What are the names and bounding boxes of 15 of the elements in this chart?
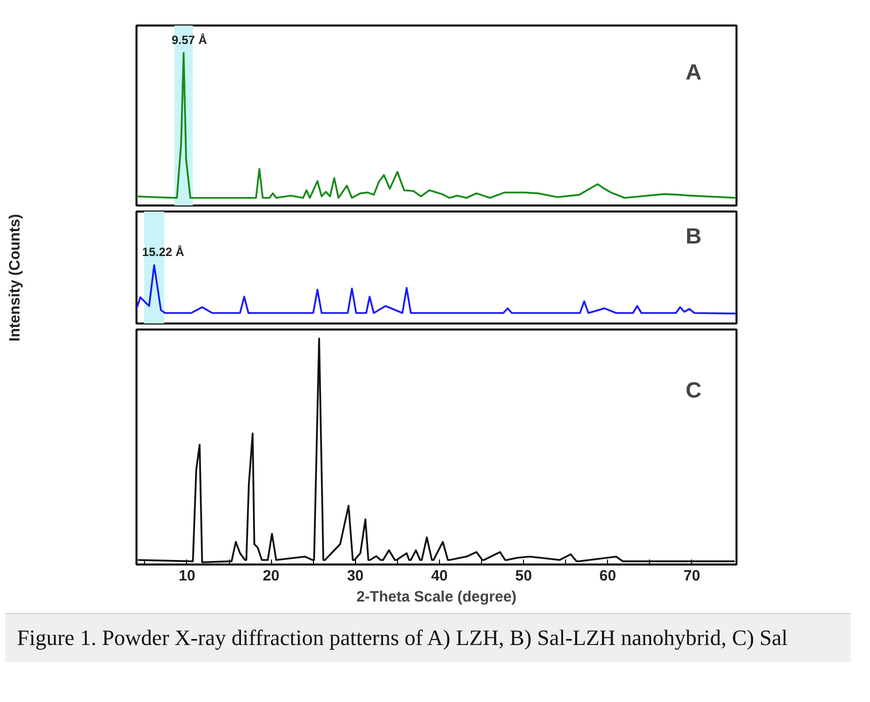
x-tick-label: 30	[346, 568, 364, 584]
x-tick-label: 10	[178, 568, 196, 584]
text: C	[686, 378, 702, 402]
chart-title: B	[686, 224, 702, 248]
annotation: 15.22 Å	[142, 245, 185, 260]
x-tick-label: 50	[515, 568, 532, 584]
chart-title: A	[686, 60, 702, 84]
x-axis-title: 2-Theta Scale (degree)	[356, 588, 517, 606]
x-tick-label: 40	[431, 568, 448, 584]
x-tick-label: 20	[262, 568, 280, 584]
annotation: 9.57 Å	[172, 32, 208, 47]
x-tick-label: 60	[599, 568, 616, 584]
y-axis-title: Intensity (Counts)	[5, 212, 24, 344]
x-tick-label: 70	[684, 568, 700, 584]
caption: Figure 1. Powder X-ray diffraction patterns of A) LZH, B) Sal-LZH nanohybrid, C) Sal	[5, 613, 851, 662]
